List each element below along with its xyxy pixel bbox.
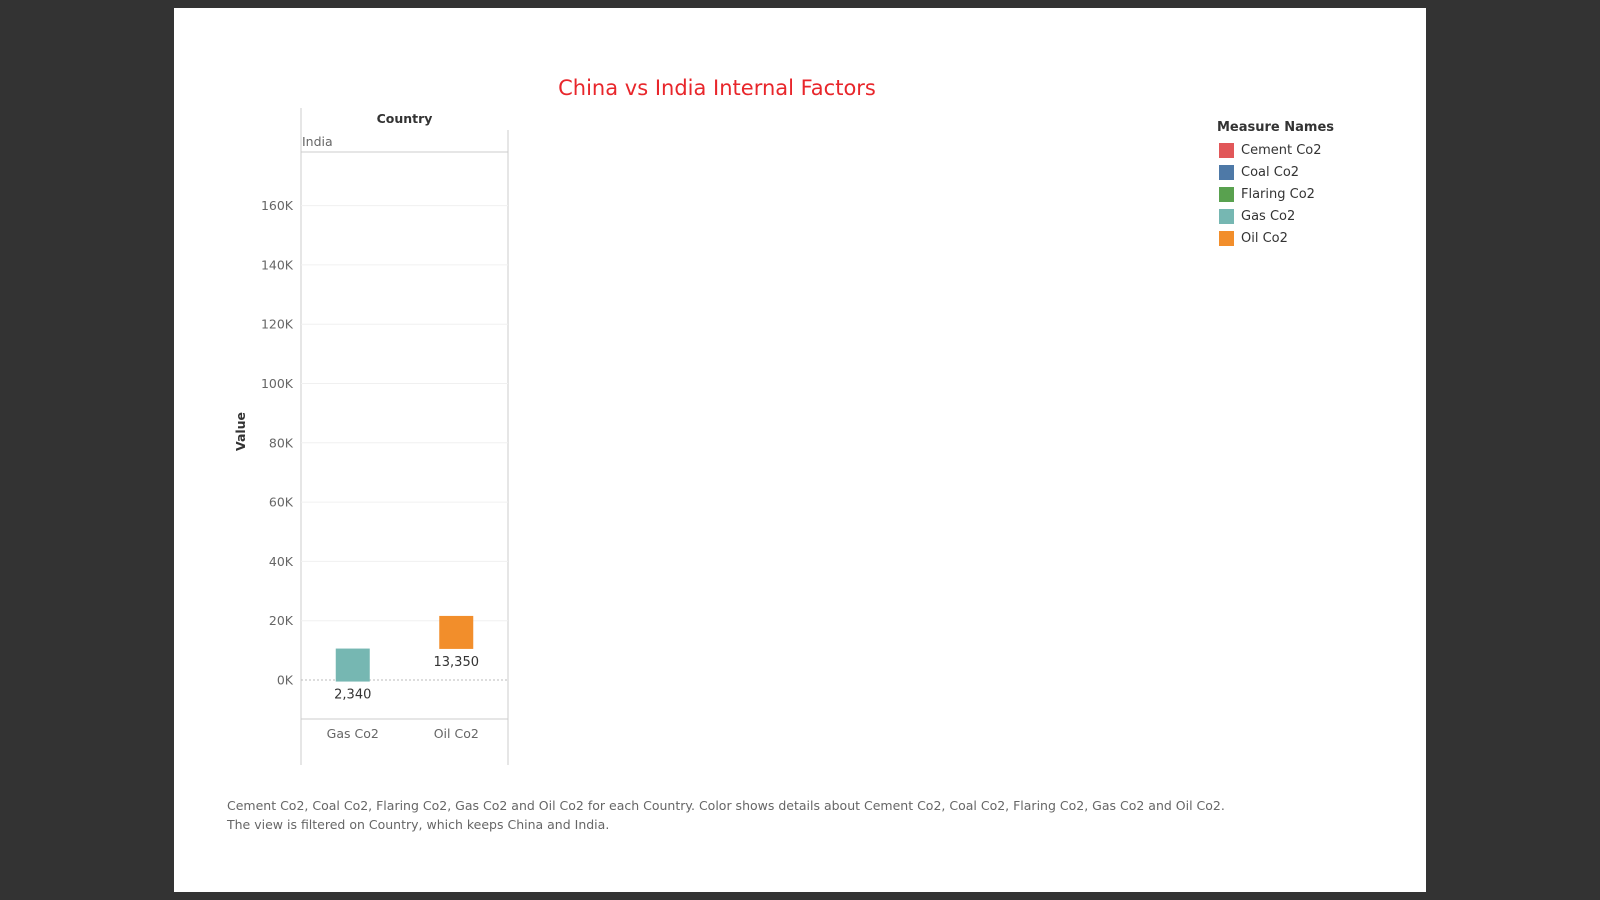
chart-caption: Cement Co2, Coal Co2, Flaring Co2, Gas C… <box>227 796 1387 834</box>
legend-item[interactable]: Cement Co2 <box>1217 139 1334 161</box>
y-tick-label: 0K <box>277 673 294 688</box>
legend-label: Flaring Co2 <box>1241 186 1315 202</box>
chart-axes: Country India Value 0K 20K 40K 60K 80K 100K 120K 1… <box>233 108 509 765</box>
y-axis-label: Value <box>233 412 248 451</box>
column-header: Country <box>377 111 433 126</box>
legend-swatch <box>1219 164 1234 180</box>
chart-title: China vs India Internal Factors <box>558 76 876 100</box>
legend-swatch <box>1219 208 1234 224</box>
legend-item[interactable]: Oil Co2 <box>1217 227 1334 249</box>
legend-item[interactable]: Gas Co2 <box>1217 205 1334 227</box>
y-tick-label: 80K <box>269 435 294 450</box>
legend-label: Coal Co2 <box>1241 164 1300 180</box>
bar <box>335 648 370 682</box>
legend-swatch <box>1219 186 1234 202</box>
caption-line-1: Cement Co2, Coal Co2, Flaring Co2, Gas C… <box>227 798 1225 813</box>
legend-title: Measure Names <box>1217 120 1335 135</box>
caption-line-2: The view is filtered on Country, which k… <box>227 817 610 832</box>
bar <box>439 615 474 649</box>
y-tick-label: 40K <box>269 554 294 569</box>
legend-label: Oil Co2 <box>1241 230 1288 246</box>
y-tick-label: 100K <box>261 376 294 391</box>
chart-bars: 2,340 13,350 <box>334 615 480 703</box>
bar-chart: Country India Value 0K 20K 40K 60K 80K 100K 120K 1… <box>233 108 509 765</box>
legend-swatch <box>1219 230 1234 246</box>
legend-label: Gas Co2 <box>1241 208 1296 224</box>
y-tick-label: 120K <box>261 317 294 332</box>
dashboard-page: China vs India Internal Factors Country I… <box>174 8 1426 892</box>
panel-label-india: India <box>302 134 333 149</box>
x-tick-label: Oil Co2 <box>434 726 479 741</box>
legend-item[interactable]: Coal Co2 <box>1217 161 1334 183</box>
y-tick-label: 20K <box>269 613 294 628</box>
y-tick-label: 140K <box>261 257 294 272</box>
y-tick-label: 160K <box>261 198 294 213</box>
y-tick-label: 60K <box>269 495 294 510</box>
data-label: 2,340 <box>334 688 371 703</box>
legend-item[interactable]: Flaring Co2 <box>1217 183 1334 205</box>
legend-label: Cement Co2 <box>1241 142 1322 158</box>
legend-swatch <box>1219 142 1234 158</box>
legend: Measure Names Cement Co2 Coal Co2 Flaring … <box>1217 120 1334 249</box>
x-tick-label: Gas Co2 <box>327 726 379 741</box>
data-label: 13,350 <box>434 655 480 670</box>
